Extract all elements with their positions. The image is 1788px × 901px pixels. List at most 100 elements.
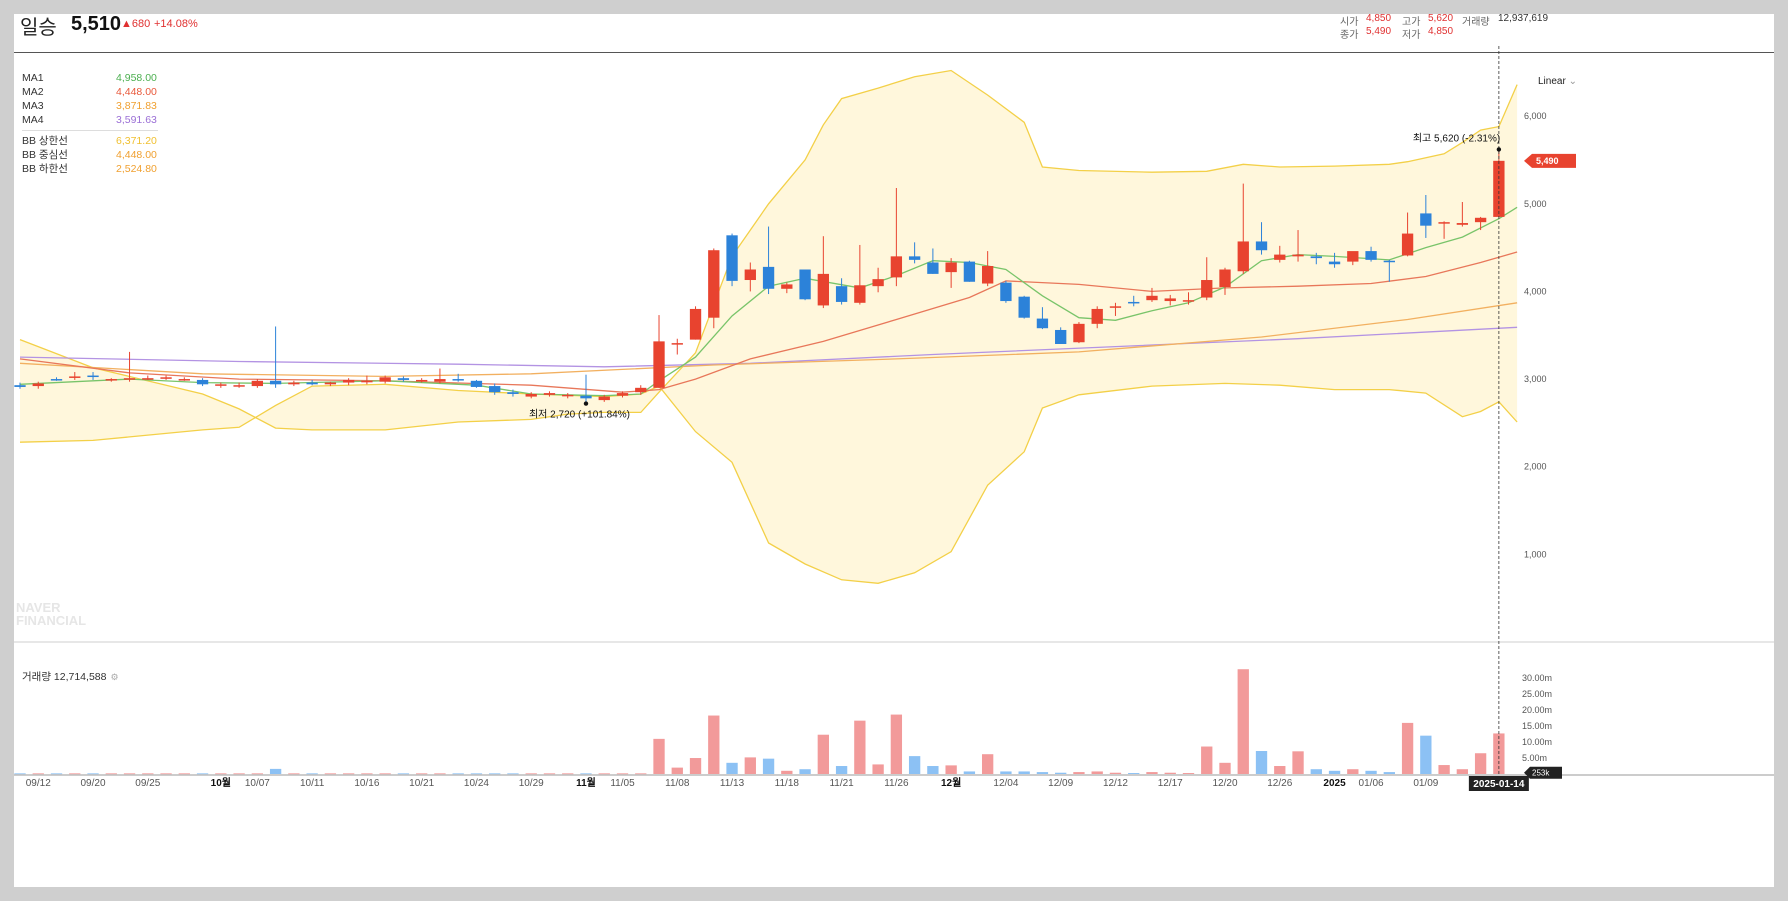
volume-bar[interactable] bbox=[653, 738, 665, 774]
volume-bar[interactable] bbox=[1474, 753, 1487, 774]
legend-ma1[interactable]: MA1 4,958.00 bbox=[22, 71, 162, 85]
candle-body[interactable] bbox=[32, 383, 44, 387]
candle-body[interactable] bbox=[87, 375, 99, 378]
candle-body[interactable] bbox=[726, 235, 738, 281]
candle-body[interactable] bbox=[1420, 213, 1432, 226]
legend-bb-lower[interactable]: BB 하한선 2,524.80 bbox=[22, 162, 162, 176]
volume-bar[interactable] bbox=[233, 773, 245, 775]
candle-body[interactable] bbox=[196, 379, 209, 385]
volume-bar[interactable] bbox=[1237, 669, 1249, 774]
candle-body[interactable] bbox=[324, 382, 337, 385]
candle-body[interactable] bbox=[50, 379, 63, 381]
volume-bar[interactable] bbox=[580, 773, 592, 775]
volume-bar[interactable] bbox=[1456, 769, 1469, 774]
legend-ma4[interactable]: MA4 3,591.63 bbox=[22, 113, 162, 127]
candle-body[interactable] bbox=[562, 394, 574, 397]
volume-bar[interactable] bbox=[342, 773, 355, 775]
volume-bar[interactable] bbox=[434, 773, 446, 775]
volume-bar[interactable] bbox=[416, 773, 428, 775]
candle-body[interactable] bbox=[489, 386, 501, 393]
candle-body[interactable] bbox=[434, 379, 446, 382]
candle-body[interactable] bbox=[635, 387, 647, 393]
volume-bar[interactable] bbox=[196, 773, 209, 775]
candle-body[interactable] bbox=[1438, 222, 1450, 224]
candle-body[interactable] bbox=[1109, 306, 1122, 308]
volume-bar[interactable] bbox=[269, 768, 282, 774]
volume-bar[interactable] bbox=[1036, 772, 1049, 774]
volume-bar[interactable] bbox=[543, 773, 556, 775]
candle-body[interactable] bbox=[142, 378, 154, 380]
volume-bar[interactable] bbox=[1182, 773, 1195, 774]
candle-body[interactable] bbox=[1128, 301, 1140, 304]
candle-body[interactable] bbox=[1365, 251, 1377, 260]
volume-bar[interactable] bbox=[489, 773, 501, 775]
volume-bar[interactable] bbox=[324, 773, 337, 775]
volume-bar[interactable] bbox=[525, 773, 537, 775]
volume-bar[interactable] bbox=[726, 762, 738, 774]
volume-bar[interactable] bbox=[452, 773, 464, 775]
legend-bb-middle[interactable]: BB 중심선 4,448.00 bbox=[22, 148, 162, 162]
candle-body[interactable] bbox=[470, 380, 483, 387]
volume-bar[interactable] bbox=[1255, 751, 1268, 774]
candle-body[interactable] bbox=[890, 256, 903, 278]
volume-bar[interactable] bbox=[1000, 771, 1012, 774]
legend-ma2[interactable]: MA2 4,448.00 bbox=[22, 85, 162, 99]
candle-body[interactable] bbox=[1347, 251, 1359, 262]
volume-bar[interactable] bbox=[178, 773, 190, 775]
candle-body[interactable] bbox=[1036, 318, 1049, 329]
volume-bar[interactable] bbox=[69, 773, 81, 775]
candle-body[interactable] bbox=[671, 343, 683, 345]
candle-body[interactable] bbox=[543, 393, 556, 395]
candle-body[interactable] bbox=[781, 284, 793, 289]
volume-bar[interactable] bbox=[1292, 751, 1304, 774]
candle-body[interactable] bbox=[1182, 300, 1195, 302]
candle-body[interactable] bbox=[251, 380, 264, 387]
candle-body[interactable] bbox=[1474, 217, 1487, 223]
volume-bar[interactable] bbox=[1164, 772, 1176, 774]
volume-bar[interactable] bbox=[1146, 772, 1158, 774]
candle-body[interactable] bbox=[1000, 282, 1012, 302]
volume-bar[interactable] bbox=[397, 773, 410, 775]
candle-body[interactable] bbox=[160, 377, 172, 379]
candle-body[interactable] bbox=[1164, 298, 1176, 302]
volume-bar[interactable] bbox=[160, 773, 172, 775]
price-chart[interactable]: 1,000 2,000 3,000 4,000 5,000 6,000 5.00m 10.00… bbox=[14, 14, 1774, 887]
candle-body[interactable] bbox=[1018, 296, 1030, 318]
scale-mode-select[interactable]: Linear ⌄ bbox=[1538, 76, 1577, 87]
volume-bar[interactable] bbox=[1055, 772, 1067, 774]
candle-body[interactable] bbox=[598, 396, 610, 401]
volume-bar[interactable] bbox=[890, 714, 903, 774]
candle-body[interactable] bbox=[799, 269, 811, 300]
volume-bar[interactable] bbox=[1274, 766, 1286, 774]
volume-bar[interactable] bbox=[306, 773, 318, 775]
volume-bar[interactable] bbox=[835, 766, 848, 774]
volume-bar[interactable] bbox=[854, 720, 866, 774]
candle-body[interactable] bbox=[908, 256, 921, 260]
volume-bar[interactable] bbox=[708, 715, 720, 774]
candle-body[interactable] bbox=[1219, 269, 1231, 288]
candle-body[interactable] bbox=[1274, 254, 1286, 260]
candle-body[interactable] bbox=[1310, 256, 1322, 259]
volume-bar[interactable] bbox=[1128, 773, 1140, 774]
volume-bar[interactable] bbox=[562, 773, 574, 775]
volume-bar[interactable] bbox=[361, 773, 373, 775]
candle-body[interactable] bbox=[1055, 329, 1067, 344]
volume-bar[interactable] bbox=[1310, 769, 1322, 774]
volume-bar[interactable] bbox=[32, 773, 44, 775]
candle-body[interactable] bbox=[1456, 223, 1469, 225]
candle-body[interactable] bbox=[981, 265, 994, 284]
volume-bar[interactable] bbox=[1328, 770, 1341, 774]
candle-body[interactable] bbox=[689, 308, 702, 340]
volume-bar[interactable] bbox=[288, 773, 300, 775]
volume-bar[interactable] bbox=[251, 773, 264, 775]
volume-bar[interactable] bbox=[1219, 762, 1231, 774]
legend-bb-upper[interactable]: BB 상한선 6,371.20 bbox=[22, 134, 162, 148]
volume-bar[interactable] bbox=[762, 758, 775, 774]
volume-bar[interactable] bbox=[1091, 771, 1103, 774]
volume-bar[interactable] bbox=[1365, 770, 1377, 774]
candle-body[interactable] bbox=[854, 285, 866, 303]
candle-body[interactable] bbox=[361, 380, 373, 383]
candle-body[interactable] bbox=[762, 266, 775, 289]
candle-body[interactable] bbox=[507, 392, 519, 394]
volume-bar[interactable] bbox=[1109, 772, 1122, 774]
